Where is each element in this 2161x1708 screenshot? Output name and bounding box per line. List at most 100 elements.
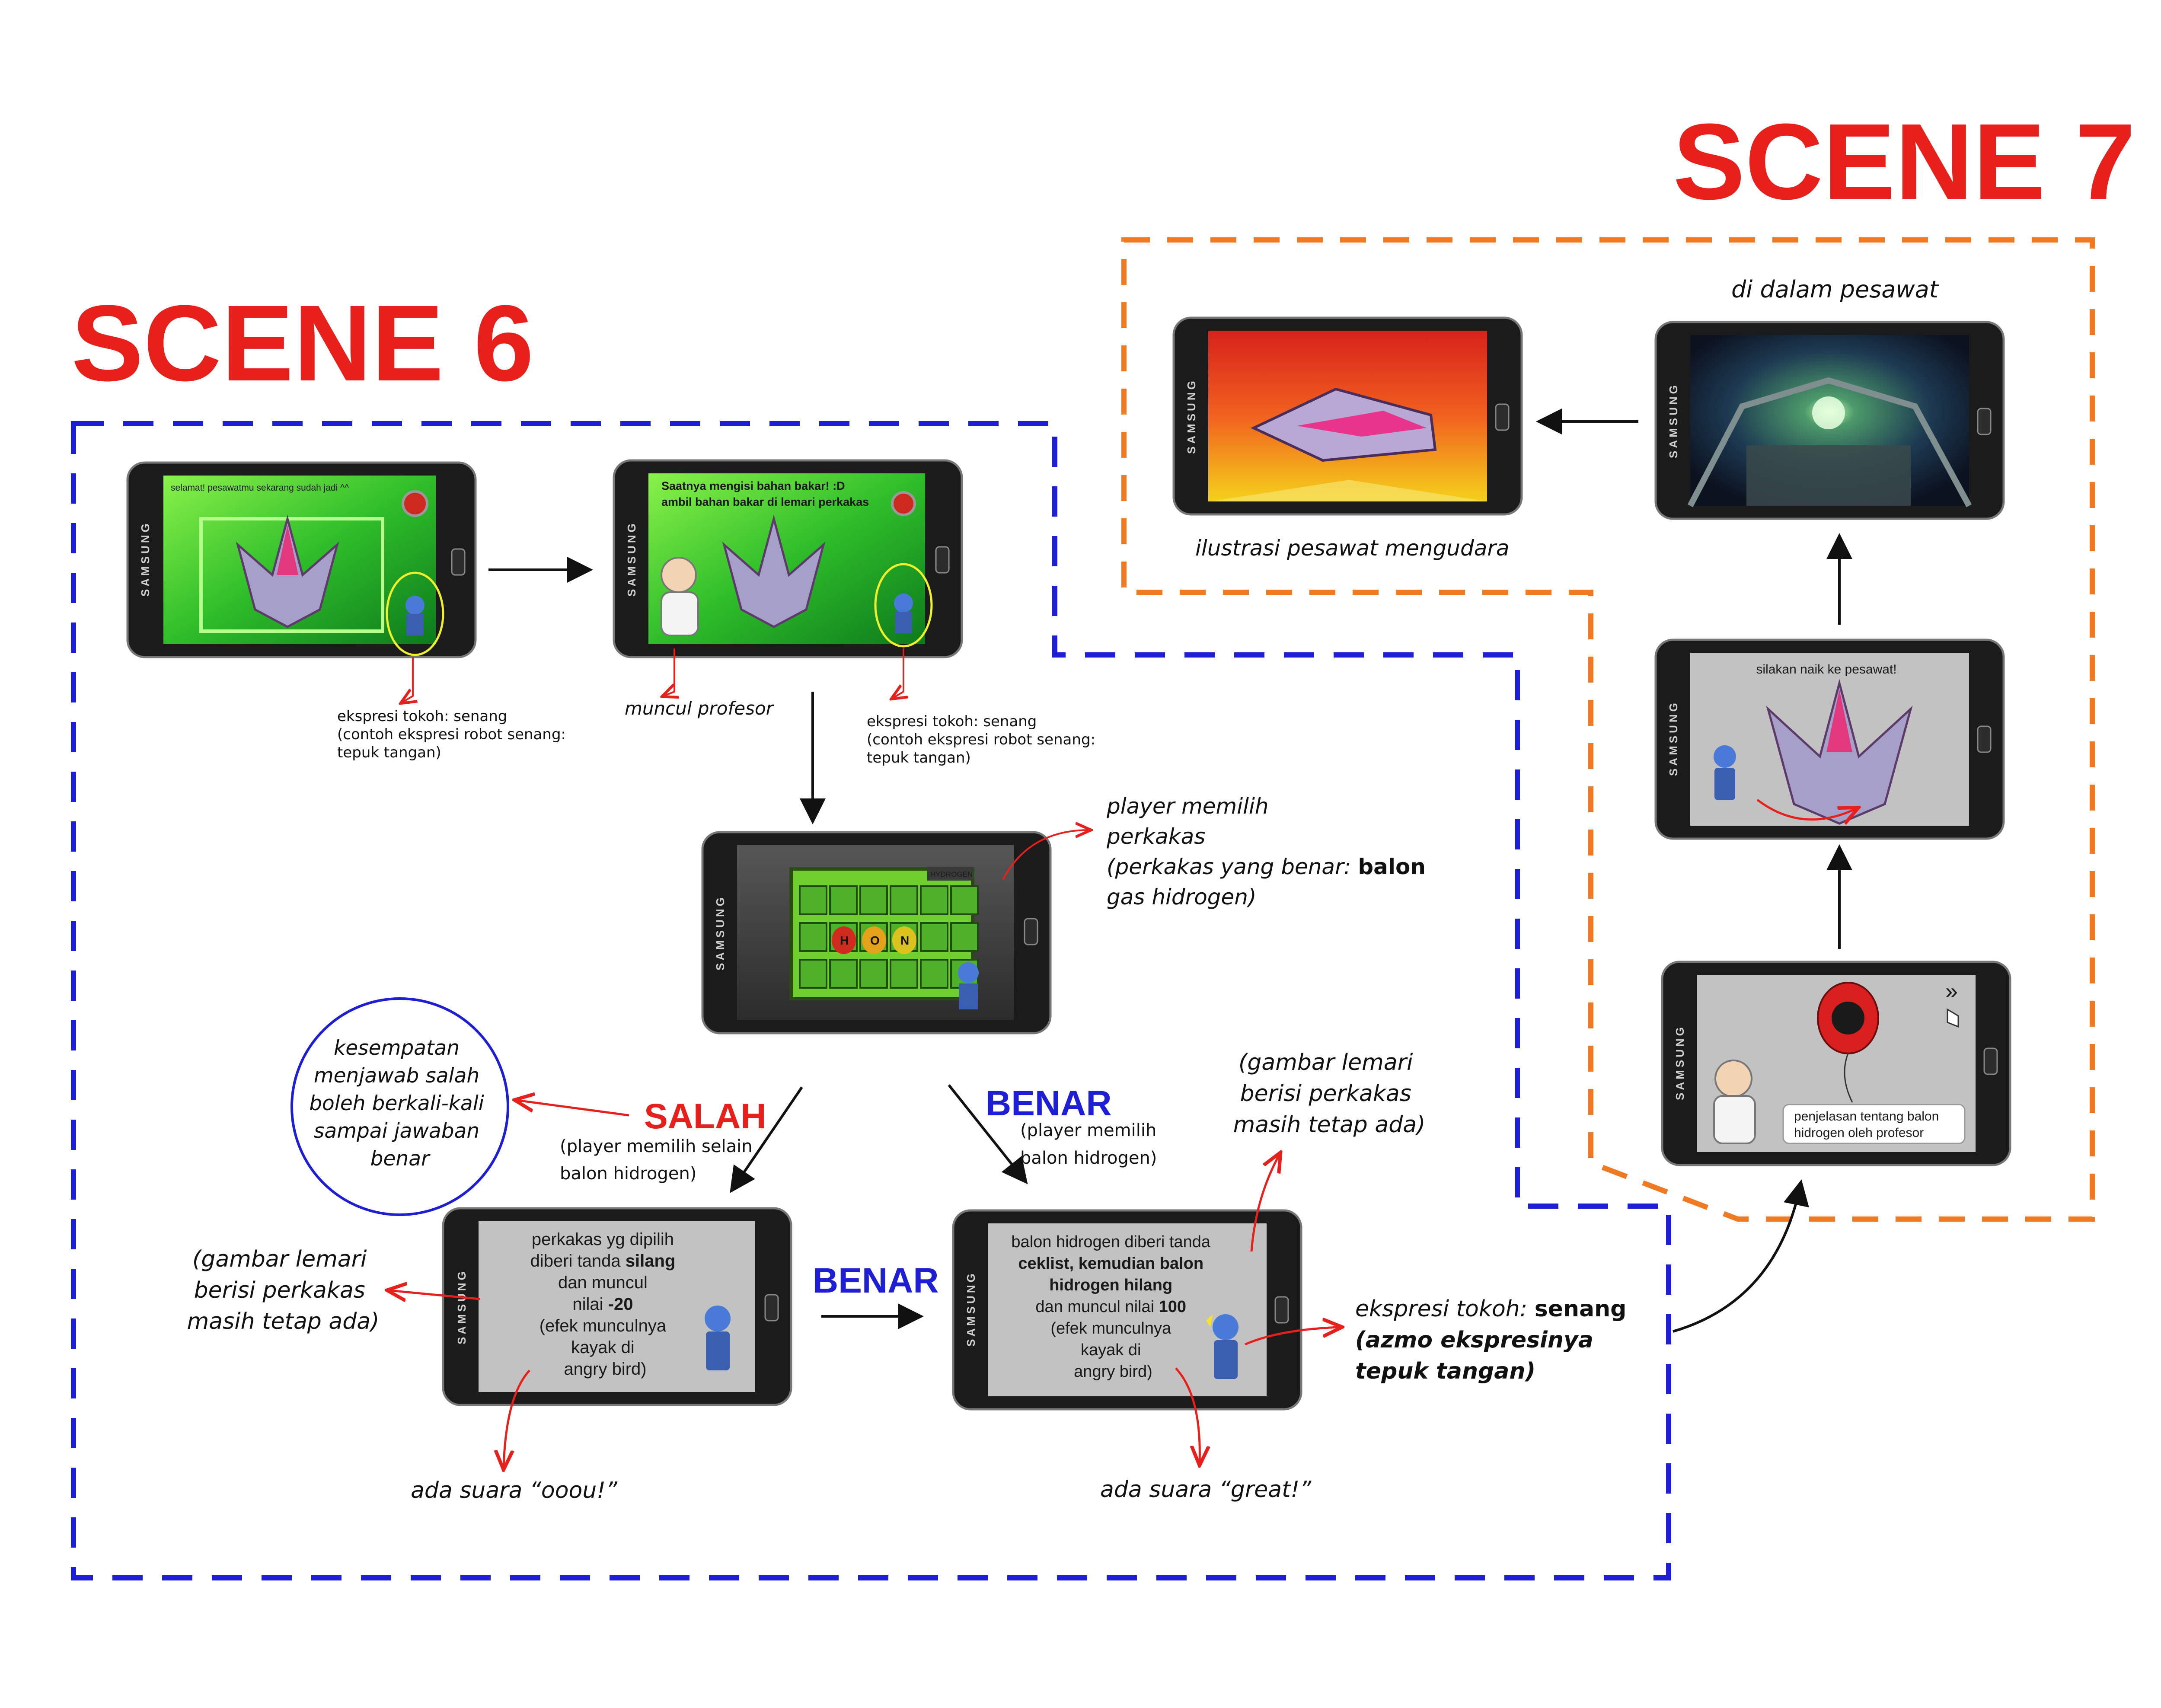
scene-6-title: SCENE 6 (71, 283, 534, 403)
cabinet-cell[interactable] (859, 959, 888, 989)
cabinet-cell[interactable] (950, 922, 979, 952)
red-pointer-right-top (1250, 1154, 1280, 1252)
red-pointer-wrong-left (389, 1290, 480, 1299)
home-button (1274, 1296, 1289, 1324)
device-brand: SAMSUNG (1667, 383, 1680, 458)
home-button (451, 548, 466, 576)
flight-caption: ilustrasi pesawat mengudara (1195, 536, 1510, 561)
retry-note-circle: kesempatan menjawab salah boleh berkali-… (290, 997, 509, 1216)
sound-wrong: ada suara “ooou!” (411, 1478, 618, 1504)
home-button (764, 1294, 779, 1322)
balloon-option[interactable] (832, 926, 856, 954)
cabinet-cell[interactable] (920, 885, 948, 915)
cabinet-cell[interactable] (799, 959, 827, 989)
scene-7-title: SCENE 7 (1673, 101, 2135, 222)
arrow-scene6-to-scene7 (1673, 1179, 1809, 1333)
phone-screen-right: SAMSUNG balon hidrogen diberi tanda cekl… (952, 1209, 1302, 1411)
red-pointer-wrong-sound (504, 1370, 530, 1468)
phone-screen-flight: SAMSUNG (1172, 316, 1523, 516)
cabinet-cell[interactable] (920, 959, 948, 989)
benar-sub: (player memilih balon hidrogen) (1020, 1121, 1162, 1168)
red-alarm-icon (891, 491, 916, 516)
red-pointer-salah (517, 1100, 629, 1117)
salah-sub: (player memilih selain balon hidrogen) (560, 1137, 758, 1184)
robot-highlight-circle (874, 563, 933, 648)
professor-icon (661, 557, 697, 593)
device-brand: SAMSUNG (625, 521, 638, 597)
robot-azmo-icon (705, 1306, 731, 1331)
robot-azmo-icon (894, 594, 913, 613)
note-muncul-profesor: muncul profesor (625, 698, 775, 719)
cabinet-cell[interactable] (799, 922, 827, 952)
balloon-option-letter: O (870, 934, 880, 947)
cabinet-cell[interactable] (920, 922, 948, 952)
svg-text:kesempatan menjawab sala: kesempatan menjawab salah boleh berkali-… (309, 1036, 491, 1171)
phone-screen-3: SAMSUNG HYDROGEN H O N (701, 831, 1052, 1034)
device-brand: SAMSUNG (1185, 378, 1198, 454)
robot-azmo-icon (1213, 1314, 1239, 1340)
red-alarm-icon (402, 490, 428, 517)
phone-screen-balloon: SAMSUNG H » penjelasan tentang balon hid… (1661, 961, 2011, 1166)
device-brand: SAMSUNG (964, 1271, 977, 1347)
note-screen-1: ekspresi tokoh: senang (contoh ekspresi … (337, 708, 571, 761)
device-brand: SAMSUNG (714, 895, 727, 971)
balloon-option-letter: H (840, 934, 849, 947)
home-button (1977, 408, 1992, 435)
phone-screen-wrong: SAMSUNG perkakas yg dipilih diberi tanda… (442, 1207, 792, 1406)
cabinet-cell[interactable] (829, 885, 858, 915)
home-button (1024, 918, 1038, 945)
phone-screen-cockpit: SAMSUNG (1654, 321, 2005, 520)
balloon-option-letter: N (900, 934, 909, 947)
red-path-to-ship (1756, 799, 1857, 820)
cockpit-title: di dalam pesawat (1731, 276, 1939, 303)
screen-wrong-text: perkakas yg dipilih diberi tanda silang … (530, 1230, 680, 1379)
skip-button[interactable]: » (1945, 979, 1958, 1004)
red-pointer-right-expr (1244, 1327, 1340, 1346)
red-pointer-1 (402, 657, 413, 702)
home-button (935, 546, 950, 574)
arrow-3-to-right (948, 1084, 1028, 1184)
cabinet-cell[interactable] (950, 885, 979, 915)
home-button (1977, 725, 1992, 753)
cockpit-frame (1687, 377, 1972, 508)
screen-2-caption: Saatnya mengisi bahan bakar! :D ambil ba… (661, 479, 869, 508)
cabinet-label: HYDROGEN (930, 870, 973, 878)
home-button (1495, 403, 1510, 431)
cabinet-cell[interactable] (799, 885, 827, 915)
label-salah: SALAH (644, 1097, 766, 1136)
robot-azmo-icon (1714, 745, 1736, 768)
red-pointer-3 (1002, 830, 1089, 880)
phone-screen-board: SAMSUNG silakan naik ke pesawat! (1654, 639, 2005, 840)
phone-screen-2: SAMSUNG Saatnya mengisi bahan bakar! :D … (613, 459, 963, 658)
device-brand: SAMSUNG (455, 1269, 468, 1344)
clap-spark-icon (1206, 1314, 1213, 1327)
board-caption: silakan naik ke pesawat! (1756, 662, 1896, 677)
hand-cursor-icon (1947, 1008, 1959, 1028)
home-button (1983, 1047, 1998, 1075)
note-wrong-cabinet: (gambar lemari berisi perkakas masih tet… (187, 1246, 380, 1334)
device-brand: SAMSUNG (139, 521, 152, 597)
label-benar-1: BENAR (986, 1084, 1112, 1123)
red-pointer-right-sound (1175, 1367, 1200, 1463)
cabinet-cell[interactable] (859, 885, 888, 915)
light-glow (1812, 396, 1845, 429)
balloon-option[interactable] (862, 926, 886, 954)
note-screen-2: ekspresi tokoh: senang (contoh ekspresi … (867, 713, 1100, 766)
robot-highlight-circle (386, 571, 444, 656)
cabinet-cell[interactable] (890, 885, 918, 915)
red-pointer-2a (664, 648, 674, 696)
professor-icon (1714, 1060, 1752, 1098)
note-right-expression: ekspresi tokoh: senang (azmo ekspresinya… (1355, 1296, 1634, 1384)
screen-right-text: balon hidrogen diberi tanda ceklist, kem… (1011, 1233, 1215, 1381)
phone-screen-1: SAMSUNG selamat! pesawatmu sekarang suda… (126, 461, 477, 658)
balloon-caption: penjelasan tentang balon hidrogen oleh p… (1794, 1109, 1943, 1140)
spaceship-icon (722, 514, 826, 628)
sound-right: ada suara “great!” (1100, 1477, 1312, 1503)
balloon-letter: H (1841, 1007, 1856, 1030)
cabinet-cell[interactable] (829, 959, 858, 989)
balloon-option[interactable] (892, 926, 916, 954)
cabinet-cell[interactable] (890, 959, 918, 989)
device-brand: SAMSUNG (1667, 700, 1680, 776)
